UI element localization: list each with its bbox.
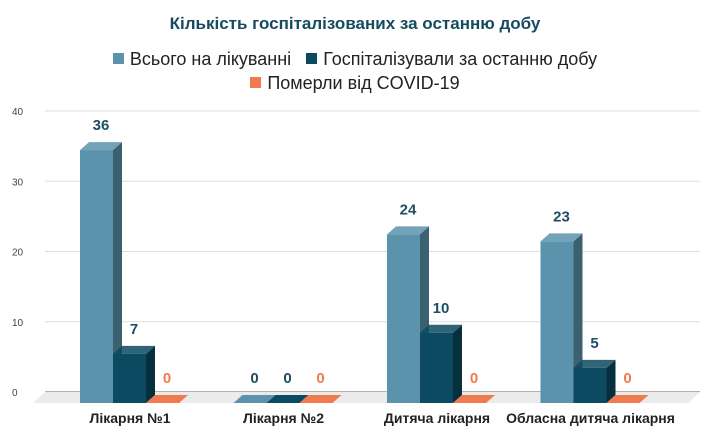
data-label: 24	[400, 201, 417, 218]
y-tick-label: 20	[12, 248, 24, 259]
bar	[540, 241, 574, 403]
data-label: 0	[316, 370, 324, 387]
y-tick-label: 40	[12, 107, 24, 118]
bar-top	[420, 324, 462, 333]
data-label: 0	[250, 370, 258, 387]
legend-swatch	[112, 53, 124, 64]
x-tick-label: Лікарня №2	[243, 410, 324, 426]
bar-top	[606, 395, 649, 403]
legend-label: Госпіталізували за останню добу	[323, 49, 598, 69]
data-label: 5	[590, 335, 598, 352]
y-tick-label: 30	[12, 177, 24, 188]
bar	[387, 234, 420, 403]
data-label: 0	[470, 370, 478, 387]
bar	[113, 353, 146, 403]
bar	[80, 150, 113, 403]
x-tick-label: Лікарня №1	[90, 410, 171, 426]
legend-swatch	[306, 53, 318, 64]
data-label: 7	[130, 321, 138, 338]
bar-side	[453, 324, 462, 403]
floor	[33, 392, 700, 403]
bar-top	[453, 395, 495, 403]
bar-top	[387, 226, 429, 235]
bar-side	[113, 142, 122, 403]
bar-side	[573, 233, 583, 403]
data-label: 0	[163, 370, 171, 387]
bar-top	[299, 395, 342, 403]
chart-title: Кількість госпіталізованих за останню до…	[169, 14, 541, 33]
bar-side	[146, 345, 155, 403]
bar-top	[540, 233, 583, 242]
bar	[573, 367, 607, 403]
bar-top	[113, 345, 155, 354]
bar-top	[573, 359, 616, 368]
bar-top	[80, 142, 122, 151]
bar-top	[233, 395, 276, 403]
bar	[420, 332, 453, 403]
y-tick-label: 10	[12, 318, 24, 329]
legend-item: Госпіталізували за останню добу	[306, 47, 597, 71]
bar-top	[266, 395, 309, 403]
x-tick-label: Обласна дитяча лікарня	[506, 410, 675, 426]
bar-side	[606, 359, 616, 403]
bar-top	[146, 395, 188, 403]
legend-label: Всього на лікуванні	[129, 49, 292, 69]
data-label: 23	[553, 208, 570, 225]
legend-item: Померли від COVID-19	[250, 71, 460, 95]
legend: Всього на лікуванні Госпіталізували за о…	[0, 47, 710, 95]
y-tick-label: 0	[12, 388, 18, 399]
x-tick-label: Дитяча лікарня	[384, 410, 490, 426]
data-label: 0	[623, 370, 631, 387]
data-label: 10	[433, 300, 450, 317]
data-label: 36	[93, 117, 110, 134]
legend-label: Померли від COVID-19	[267, 73, 460, 93]
data-label: 0	[283, 370, 291, 387]
legend-swatch	[250, 77, 262, 88]
legend-item: Всього на лікуванні	[112, 47, 292, 71]
